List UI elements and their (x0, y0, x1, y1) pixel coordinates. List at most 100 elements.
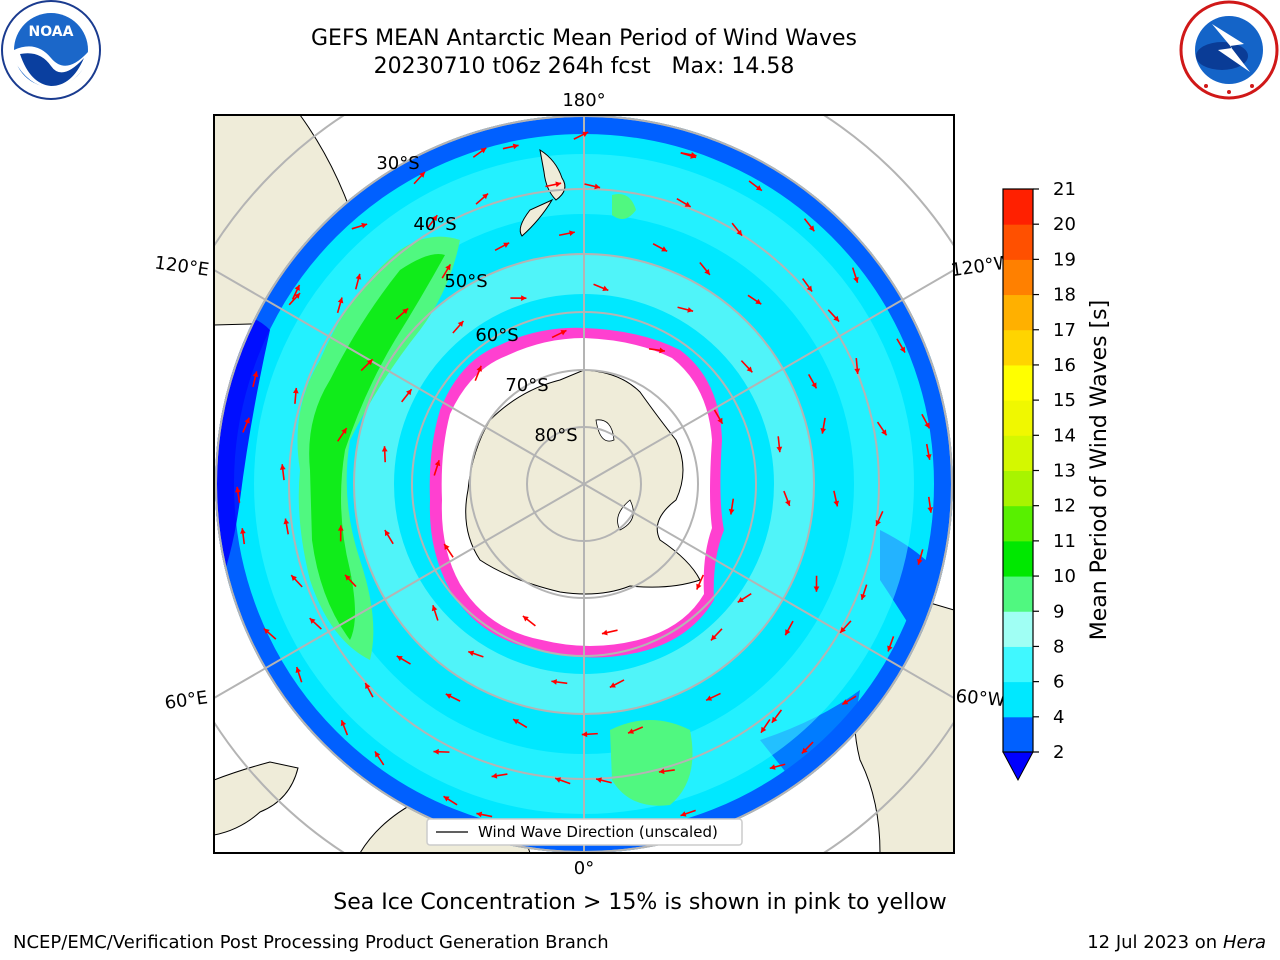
wind-wave-arrow-head (355, 273, 362, 280)
wind-wave-arrow-head (704, 269, 710, 275)
wind-wave-arrow-head (555, 777, 562, 783)
lon-label-60w: 60°W (955, 686, 1007, 711)
wind-wave-arrow-head (710, 634, 717, 641)
wind-wave-arrow-head (434, 460, 441, 467)
wind-wave-arrow-head (769, 764, 776, 770)
colorbar-tick-label: 19 (1053, 249, 1076, 270)
wind-wave-arrow-head (374, 751, 381, 758)
wind-wave-arrow-head (755, 185, 762, 191)
wind-wave-arrow-head (602, 285, 609, 291)
wind-wave-arrow-head (476, 811, 483, 818)
colorbar-band (1003, 681, 1033, 718)
wind-wave-arrow-head (560, 330, 567, 336)
colorbar-tick-label: 14 (1053, 425, 1076, 446)
wind-wave-arrow-head (345, 574, 351, 581)
colorbar-band (1003, 505, 1033, 542)
sea-ice-caption: Sea Ice Concentration > 15% is shown in … (333, 890, 947, 915)
wind-wave-arrow-head (728, 508, 735, 515)
colorbar-band (1003, 364, 1033, 401)
wind-wave-arrow-head (746, 366, 753, 373)
wind-wave-arrow-head (860, 593, 867, 600)
wind-wave-arrow-head (853, 276, 859, 283)
wind-wave-arrow-head (240, 528, 246, 534)
wind-wave-arrow-head (875, 519, 881, 526)
wind-wave-arrow-head (406, 389, 412, 396)
wind-wave-arrow-head (840, 626, 846, 633)
wind-wave-arrow-head (292, 387, 299, 394)
wind-wave-arrow-head (927, 507, 934, 513)
footer-host: Hera (1222, 932, 1266, 953)
wind-wave-arrow-head (283, 518, 290, 525)
colorbar-band (1003, 470, 1033, 507)
wind-wave-arrow-head (801, 747, 808, 754)
wind-wave-arrow-head (337, 525, 344, 531)
lat-label-40s: 40°S (413, 214, 456, 235)
wind-wave-arrow-head (263, 628, 270, 635)
colorbar-band (1003, 224, 1033, 260)
wind-wave-arrow-head (887, 645, 893, 652)
wind-wave-arrow-head (443, 796, 450, 802)
wind-wave-arrow-head (658, 768, 665, 775)
wind-wave-arrow-head (384, 530, 391, 537)
noaa-logo-text: NOAA (29, 24, 74, 40)
chart-subtitle: 20230710 t06z 264h fcst Max: 14.58 (373, 54, 795, 79)
wind-wave-arrow-head (340, 720, 347, 727)
wind-wave-arrow-head (444, 543, 450, 550)
colorbar-band (1003, 189, 1033, 225)
lat-label-80s: 80°S (534, 425, 577, 446)
colorbar-tick-label: 4 (1053, 707, 1064, 728)
wind-wave-arrow-head (687, 307, 694, 313)
colorbar-band (1003, 576, 1033, 612)
wind-wave-arrow-head (690, 151, 697, 158)
wind-wave-arrow-head (581, 731, 588, 738)
wind-wave-arrow-head (244, 417, 250, 424)
colorbar-tick-label: 8 (1053, 636, 1064, 657)
africa-landmass (214, 761, 299, 836)
map-legend: Wind Wave Direction (unscaled) (426, 818, 743, 846)
wind-wave-arrow-head (833, 315, 840, 322)
colorbar-tick-label: 12 (1053, 496, 1076, 517)
wind-wave-arrow-head (680, 811, 687, 817)
colorbar-band (1003, 400, 1033, 436)
wind-wave-arrow-head (601, 629, 608, 636)
wind-wave-arrow-head (785, 500, 791, 506)
wind-wave-arrow-head (594, 183, 601, 190)
wind-wave-arrow-head (513, 719, 520, 725)
lat-label-30s: 30°S (376, 153, 419, 174)
lon-label-0: 0° (574, 858, 594, 879)
wind-wave-arrow-head (736, 229, 743, 236)
wind-wave-arrow-head (833, 500, 840, 507)
wind-wave-arrow-head (684, 201, 691, 207)
wind-wave-arrow-head (555, 181, 562, 188)
colorbar: 2 4 6 8 9 10 11 12 13 14 15 16 17 18 19 20 21 Mean Perio… (1002, 179, 1112, 782)
wind-wave-arrow-head (503, 242, 510, 248)
colorbar-tick-label: 2 (1053, 742, 1064, 763)
footer-credit: NCEP/EMC/Verification Post Processing Pr… (13, 932, 609, 953)
wind-wave-arrow-head (628, 728, 634, 734)
wind-wave-arrow-head (842, 699, 849, 705)
colorbar-label: Mean Period of Wind Waves [s] (1087, 300, 1112, 640)
map-frame (213, 114, 955, 854)
wind-wave-arrow-head (813, 586, 820, 592)
wind-wave-arrow-head (476, 365, 482, 372)
nws-logo (1179, 0, 1279, 100)
wind-wave-arrow-head (551, 679, 557, 685)
wind-wave-arrow-head (596, 777, 602, 783)
colorbar-tick-label: 15 (1053, 390, 1076, 411)
lon-label-60e: 60°E (163, 687, 209, 714)
wind-wave-arrow-head (402, 308, 409, 315)
wind-wave-arrow-head (431, 215, 438, 222)
wind-wave-arrow-head (755, 298, 762, 305)
wind-wave-arrow-head (491, 772, 498, 779)
wind-wave-arrow-head (760, 726, 767, 733)
colorbar-band (1003, 435, 1033, 471)
wind-wave-arrow-head (776, 446, 783, 453)
wind-wave-arrow-head (582, 131, 589, 137)
wind-wave-arrow-head (522, 615, 529, 622)
wind-wave-arrow-head (341, 428, 347, 434)
wind-wave-arrow-head (609, 682, 616, 688)
footer-date: 12 Jul 2023 on Hera (1087, 932, 1266, 953)
wind-wave-arrow-head (445, 693, 452, 699)
wind-wave-arrow-head (480, 147, 487, 154)
wind-wave-arrow-head (820, 427, 827, 434)
